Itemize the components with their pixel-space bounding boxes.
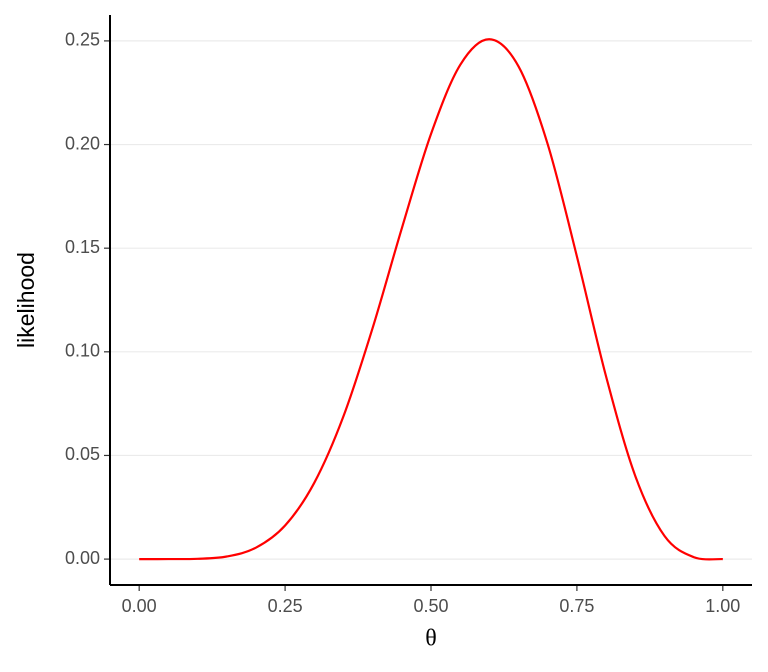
x-tick-label: 1.00 [705, 596, 740, 616]
y-axis-label: likelihood [13, 252, 39, 348]
y-tick-label: 0.00 [65, 548, 100, 568]
y-tick-label: 0.10 [65, 341, 100, 361]
y-tick-label: 0.25 [65, 30, 100, 50]
x-tick-label: 0.00 [122, 596, 157, 616]
x-axis-label: θ [425, 626, 437, 652]
y-tick-label: 0.05 [65, 444, 100, 464]
y-tick-label: 0.15 [65, 237, 100, 257]
y-tick-label: 0.20 [65, 133, 100, 153]
x-tick-label: 0.50 [413, 596, 448, 616]
x-tick-label: 0.75 [559, 596, 594, 616]
line [139, 38, 723, 561]
x-tick-label: 0.25 [268, 596, 303, 616]
